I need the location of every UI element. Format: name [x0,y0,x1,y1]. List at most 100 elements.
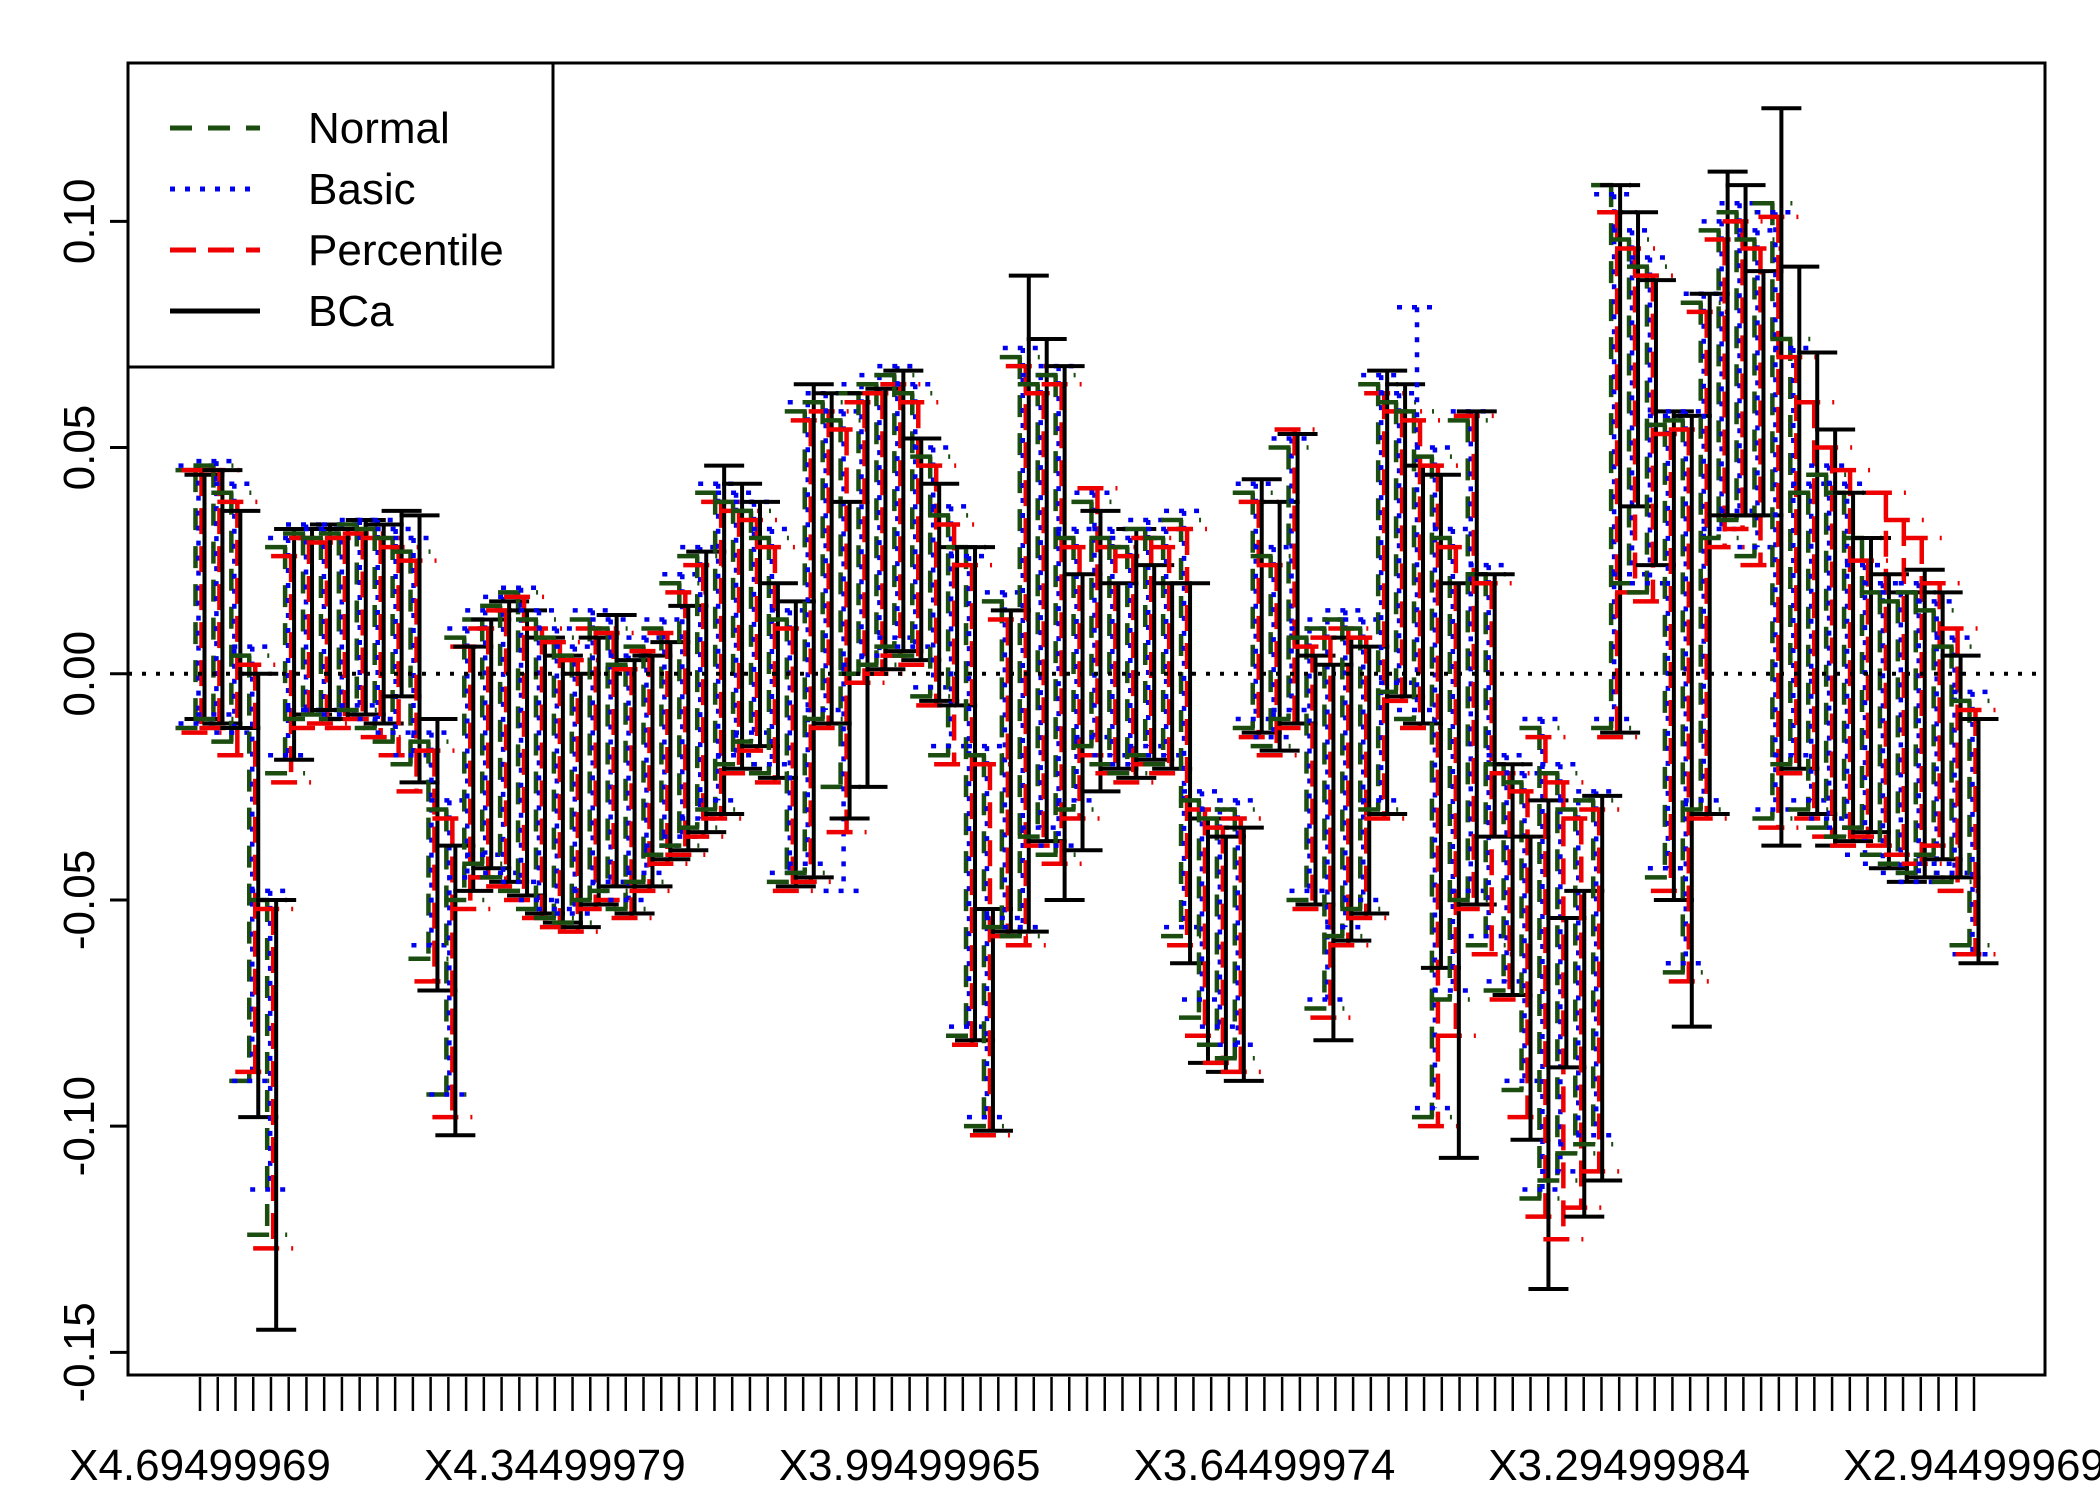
percentile-interval [1364,391,1405,821]
y-tick-label: -0.05 [55,850,104,950]
normal-interval [283,531,324,722]
normal-interval [354,526,395,731]
normal-interval [1376,400,1417,695]
normal-interval [856,381,897,667]
normal-interval [1178,798,1219,1020]
normal-interval [1161,517,1202,939]
percentile-interval [1830,467,1871,848]
bca-interval [256,897,297,1332]
percentile-interval [916,463,957,708]
percentile-interval [271,553,312,785]
bca-interval [1367,368,1408,817]
percentile-interval [324,535,365,731]
normal-interval [551,653,592,925]
normal-interval [659,581,700,848]
percentile-interval [1184,807,1225,1038]
basic-interval [1217,798,1258,1047]
normal-interval [1573,798,1614,1147]
percentile-interval [1238,499,1279,740]
normal-interval [1752,200,1793,821]
normal-interval [1053,535,1094,812]
normal-interval [1125,526,1166,758]
percentile-interval [1417,463,1458,1129]
percentile-interval [1202,825,1243,1066]
y-axis: -0.15 -0.10 -0.05 0.00 0.05 0.10 [55,179,130,1403]
percentile-interval [1794,400,1835,821]
basic-interval [1773,345,1814,758]
basic-interval [1181,789,1222,1002]
normal-interval [1609,237,1650,586]
bca-interval [1958,717,1999,966]
bca-interval [1904,567,1945,880]
normal-interval [1537,771,1578,1183]
percentile-interval [1149,544,1190,776]
x-tick-label: X4.34499979 [424,1441,686,1490]
x-tick-label: X3.29499984 [1488,1441,1750,1490]
normal-interval [336,522,377,713]
normal-interval [444,635,485,903]
basic-interval [232,644,273,1084]
basic-interval [1540,761,1581,1174]
percentile-interval [969,761,1010,1138]
percentile-interval [1400,418,1441,731]
bca-interval [793,382,834,880]
normal-interval [408,739,449,962]
normal-interval [1071,499,1112,749]
normal-interval [802,400,843,722]
normal-interval [910,454,951,699]
y-tick-label: -0.10 [55,1076,104,1176]
percentile-interval [1310,635,1351,1020]
normal-interval [713,499,754,767]
percentile-interval [754,544,795,785]
x-axis: X4.69499969 X4.34499979 X3.99499965 X3.6449… [69,1377,2100,1490]
percentile-interval [952,562,993,1047]
percentile-interval [1489,771,1530,1002]
normal-interval [1895,590,1936,876]
normal-interval [1644,422,1685,880]
percentile-interval [1453,413,1494,912]
percentile-interval [1471,581,1512,957]
percentile-interval [736,517,777,753]
percentile-interval [611,666,652,921]
y-tick-label: 0.10 [55,179,104,265]
basic-interval [501,585,542,885]
normal-interval [784,409,825,876]
basic-interval [1665,409,1706,966]
x-tick-label: X3.64499974 [1133,1441,1395,1490]
basic-interval [1002,345,1043,930]
percentile-interval [539,639,580,930]
percentile-interval [1077,486,1118,758]
basic-interval [250,888,291,1192]
normal-interval [963,752,1004,1129]
percentile-interval [1579,807,1620,1174]
percentile-interval [898,400,939,667]
normal-interval [1716,210,1757,523]
percentile-interval [1113,553,1154,785]
percentile-interval [1955,707,1996,957]
normal-interval [1770,336,1811,767]
normal-interval [1447,418,1488,903]
basic-interval [554,644,595,916]
percentile-interval [414,748,455,984]
legend-label-bca: BCa [308,287,394,336]
normal-interval [928,513,969,758]
basic-interval [518,608,559,903]
normal-interval [605,662,646,912]
percentile-interval [1650,431,1691,894]
percentile-interval [790,418,831,885]
percentile-interval [1023,391,1064,848]
basic-interval [1325,608,1366,930]
normal-interval [300,535,341,717]
basic-interval [716,490,757,758]
percentile-interval [1668,427,1709,984]
percentile-interval [1758,214,1799,830]
percentile-interval [432,816,473,1120]
percentile-interval [808,409,849,731]
percentile-interval [1901,535,1942,867]
normal-interval [1429,535,1470,1002]
interval-series-layer [175,106,1999,1332]
basic-interval [751,526,792,767]
normal-interval [265,544,306,776]
normal-interval [623,644,664,885]
